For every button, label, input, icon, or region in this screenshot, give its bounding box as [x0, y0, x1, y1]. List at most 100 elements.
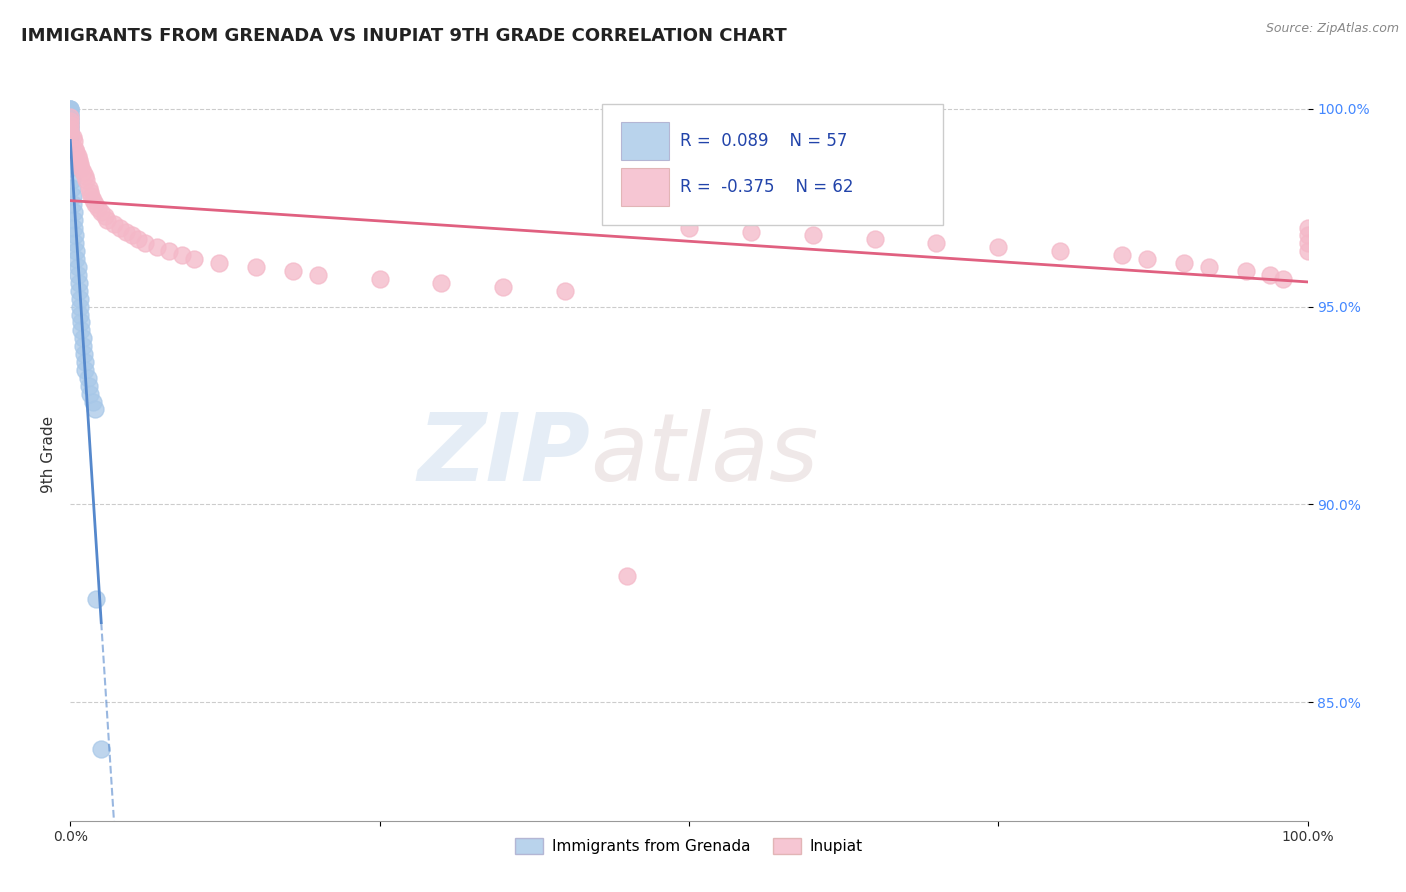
Point	[281, 264, 304, 278]
Point	[59, 153, 82, 168]
Point	[79, 185, 101, 199]
Point	[115, 225, 138, 239]
Point	[678, 220, 700, 235]
Point	[1296, 236, 1319, 251]
Point	[67, 284, 90, 298]
Point	[59, 110, 82, 124]
Point	[59, 118, 82, 132]
Point	[65, 145, 87, 160]
Point	[59, 149, 82, 163]
Point	[96, 212, 118, 227]
Point	[1136, 252, 1159, 267]
Point	[82, 394, 104, 409]
Point	[134, 236, 156, 251]
Point	[59, 118, 82, 132]
Text: ZIP: ZIP	[418, 409, 591, 501]
Point	[208, 256, 231, 270]
Point	[59, 113, 82, 128]
Point	[63, 204, 86, 219]
Y-axis label: 9th Grade: 9th Grade	[41, 417, 56, 493]
Point	[59, 126, 82, 140]
Point	[75, 169, 97, 184]
Point	[863, 232, 886, 246]
Point	[1111, 248, 1133, 262]
Point	[59, 118, 82, 132]
Point	[69, 292, 91, 306]
Point	[59, 121, 82, 136]
Point	[94, 209, 117, 223]
Point	[183, 252, 205, 267]
Point	[72, 165, 94, 179]
Point	[1260, 268, 1282, 282]
Point	[65, 141, 87, 155]
Point	[62, 189, 84, 203]
FancyBboxPatch shape	[621, 169, 669, 206]
Point	[1271, 272, 1294, 286]
Point	[59, 106, 82, 120]
Point	[84, 402, 107, 417]
Point	[65, 244, 87, 259]
Point	[66, 268, 89, 282]
Point	[77, 378, 100, 392]
Point	[72, 339, 94, 353]
Point	[987, 240, 1010, 254]
Point	[307, 268, 329, 282]
Point	[801, 228, 824, 243]
Point	[1296, 228, 1319, 243]
Point	[59, 102, 82, 116]
Point	[740, 225, 762, 239]
Point	[59, 106, 82, 120]
Point	[66, 260, 89, 274]
Point	[59, 121, 82, 136]
FancyBboxPatch shape	[621, 122, 669, 161]
Point	[59, 157, 82, 171]
Point	[59, 113, 82, 128]
Point	[67, 153, 90, 168]
Point	[69, 157, 91, 171]
Point	[63, 134, 86, 148]
Point	[245, 260, 267, 274]
Point	[1198, 260, 1220, 274]
Point	[59, 121, 82, 136]
Point	[75, 173, 97, 187]
Point	[76, 371, 98, 385]
Point	[65, 236, 87, 251]
Point	[127, 232, 149, 246]
Point	[103, 217, 125, 231]
Point	[63, 212, 86, 227]
Point	[59, 102, 82, 116]
Text: atlas: atlas	[591, 409, 818, 500]
Point	[59, 137, 82, 152]
Point	[430, 276, 453, 290]
Legend: Immigrants from Grenada, Inupiat: Immigrants from Grenada, Inupiat	[509, 832, 869, 861]
FancyBboxPatch shape	[602, 103, 942, 225]
Point	[62, 197, 84, 211]
Point	[75, 363, 97, 377]
Text: R =  0.089    N = 57: R = 0.089 N = 57	[681, 132, 848, 150]
Point	[554, 284, 576, 298]
Point	[616, 568, 638, 582]
Point	[59, 102, 82, 116]
Point	[170, 248, 193, 262]
Point	[59, 129, 82, 144]
Point	[90, 204, 112, 219]
Point	[72, 331, 94, 345]
Point	[59, 113, 82, 128]
Point	[108, 220, 131, 235]
Point	[59, 110, 82, 124]
Point	[59, 129, 82, 144]
Point	[73, 347, 96, 361]
Point	[59, 145, 82, 160]
Point	[69, 300, 91, 314]
Text: Source: ZipAtlas.com: Source: ZipAtlas.com	[1265, 22, 1399, 36]
Point	[157, 244, 180, 259]
Point	[925, 236, 948, 251]
Point	[59, 126, 82, 140]
Point	[77, 181, 100, 195]
Point	[70, 316, 93, 330]
Point	[66, 149, 89, 163]
Point	[492, 280, 515, 294]
Point	[80, 189, 103, 203]
Point	[59, 110, 82, 124]
Text: IMMIGRANTS FROM GRENADA VS INUPIAT 9TH GRADE CORRELATION CHART: IMMIGRANTS FROM GRENADA VS INUPIAT 9TH G…	[21, 27, 787, 45]
